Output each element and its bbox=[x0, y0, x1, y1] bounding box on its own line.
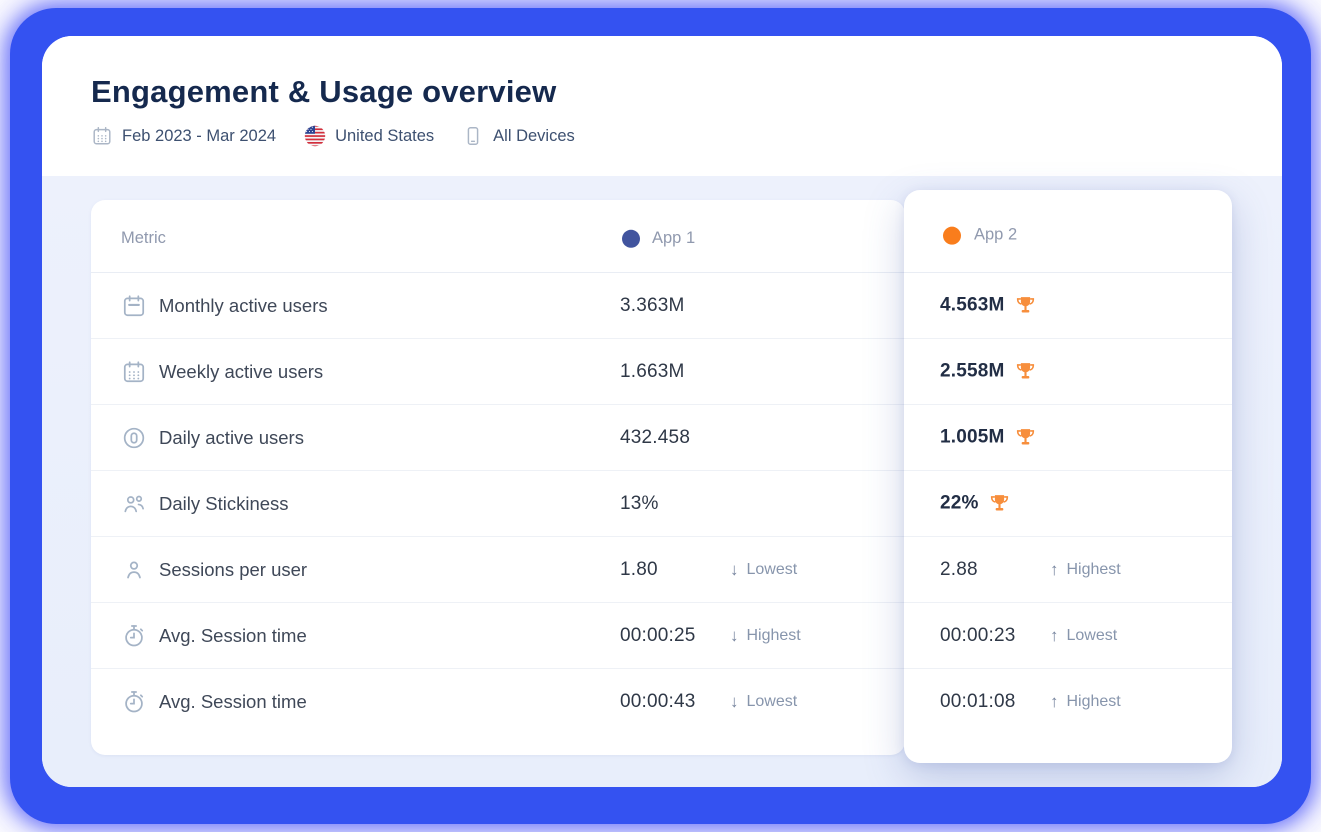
page-title: Engagement & Usage overview bbox=[91, 74, 557, 109]
rank-badge: ↑ Lowest bbox=[1050, 626, 1117, 646]
users-icon bbox=[121, 491, 147, 517]
table-row: 00:01:08 ↑ Highest bbox=[904, 669, 1232, 735]
rank-label: Highest bbox=[746, 626, 801, 644]
metric-label: Monthly active users bbox=[159, 294, 328, 316]
rank-badge: ↑ Highest bbox=[1050, 692, 1121, 712]
table-row: 2.558M bbox=[904, 339, 1232, 405]
metric-label: Daily active users bbox=[159, 426, 304, 448]
trophy-icon bbox=[1014, 360, 1037, 383]
calendar-month-icon bbox=[121, 293, 147, 319]
us-flag-icon bbox=[304, 125, 326, 147]
table-row: Avg. Session time 00:00:25 ↓ Highest bbox=[91, 603, 905, 669]
rank-label: Highest bbox=[1066, 693, 1121, 710]
rank-label: Highest bbox=[1066, 560, 1121, 578]
app2-value: 2.88 bbox=[940, 558, 978, 580]
report-header: Engagement & Usage overview bbox=[42, 36, 1282, 176]
metric-label: Daily Stickiness bbox=[159, 492, 289, 514]
app2-value: 22% bbox=[940, 492, 979, 514]
app2-value: 00:00:23 bbox=[940, 624, 1016, 646]
rank-label: Lowest bbox=[746, 560, 798, 578]
table-row: Monthly active users 3.363M bbox=[91, 273, 905, 339]
app2-value-cell: 2.88 bbox=[940, 559, 978, 581]
date-range-label: Feb 2023 - Mar 2024 bbox=[122, 126, 277, 145]
metric-rows: Monthly active users 3.363M Weekly active … bbox=[91, 273, 905, 735]
app1-label: App 1 bbox=[652, 228, 696, 247]
app2-header-row: App 2 bbox=[904, 190, 1232, 273]
metric-label: Weekly active users bbox=[159, 360, 324, 382]
rank-badge: ↓ Highest bbox=[730, 626, 801, 646]
app2-value-cell: 2.558M bbox=[940, 360, 1037, 383]
app1-value: 00:00:43 bbox=[620, 691, 696, 712]
report-filters: Feb 2023 - Mar 2024 bbox=[91, 125, 1282, 147]
metric-column-header: Metric bbox=[121, 228, 166, 247]
metrics-table: Metric App 1 Monthly active users 3.363M W… bbox=[91, 200, 905, 755]
table-row: Sessions per user 1.80 ↓ Lowest bbox=[91, 537, 905, 603]
rank-badge: ↓ Lowest bbox=[730, 560, 797, 580]
calendar-icon bbox=[91, 125, 113, 147]
table-row: Daily active users 432.458 bbox=[91, 405, 905, 471]
metric-label: Avg. Session time bbox=[159, 624, 307, 646]
mobile-device-icon bbox=[462, 125, 484, 147]
app1-value: 00:00:25 bbox=[620, 624, 696, 646]
rank-label: Lowest bbox=[746, 693, 798, 710]
app2-value-cell: 4.563M bbox=[940, 294, 1037, 317]
app2-column-header: App 2 bbox=[943, 226, 1017, 245]
user-icon bbox=[121, 557, 147, 583]
trophy-icon bbox=[1014, 294, 1037, 317]
app1-value: 13% bbox=[620, 492, 659, 514]
app1-value: 1.663M bbox=[620, 360, 685, 382]
metric-label: Sessions per user bbox=[159, 558, 308, 580]
metric-label: Avg. Session time bbox=[159, 691, 307, 712]
rank-label: Lowest bbox=[1066, 626, 1118, 644]
rank-badge: ↓ Lowest bbox=[730, 692, 797, 712]
app1-column-header: App 1 bbox=[622, 229, 695, 248]
table-row: Weekly active users 1.663M bbox=[91, 339, 905, 405]
app2-value-cell: 1.005M bbox=[940, 426, 1037, 449]
app1-value: 3.363M bbox=[620, 294, 685, 316]
report-body: Metric App 1 Monthly active users 3.363M W… bbox=[42, 176, 1282, 787]
arrow-up-icon: ↑ bbox=[1050, 559, 1059, 579]
trophy-icon bbox=[1014, 426, 1037, 449]
app2-rows: 4.563M 2.558M 1.005M 22% 2.88 ↑ Highest 00:0… bbox=[904, 273, 1232, 735]
table-row: 00:00:23 ↑ Lowest bbox=[904, 603, 1232, 669]
arrow-down-icon: ↓ bbox=[730, 625, 739, 645]
device-filter[interactable]: All Devices bbox=[462, 125, 575, 147]
app2-value-cell: 22% bbox=[940, 492, 1011, 515]
arrow-down-icon: ↓ bbox=[730, 692, 739, 711]
stopwatch-icon bbox=[121, 689, 147, 715]
table-row: 22% bbox=[904, 471, 1232, 537]
country-filter[interactable]: United States bbox=[304, 125, 434, 147]
date-range-filter[interactable]: Feb 2023 - Mar 2024 bbox=[91, 125, 276, 147]
table-row: Avg. Session time 00:00:43 ↓ Lowest bbox=[91, 669, 905, 735]
arrow-up-icon: ↑ bbox=[1050, 692, 1059, 711]
rank-badge: ↑ Highest bbox=[1050, 560, 1121, 580]
arrow-down-icon: ↓ bbox=[730, 559, 739, 579]
table-header-row: Metric App 1 bbox=[91, 200, 905, 273]
report-card: Engagement & Usage overview bbox=[42, 36, 1282, 787]
app2-label: App 2 bbox=[974, 225, 1018, 244]
app2-value-cell: 00:00:23 bbox=[940, 625, 1016, 647]
app2-value: 4.563M bbox=[940, 294, 1005, 316]
app2-value: 00:01:08 bbox=[940, 691, 1016, 712]
device-label: All Devices bbox=[493, 126, 575, 145]
calendar-week-icon bbox=[121, 359, 147, 385]
country-label: United States bbox=[335, 126, 435, 145]
app1-dot-icon bbox=[622, 229, 640, 248]
daily-user-icon bbox=[121, 425, 147, 451]
table-row: 1.005M bbox=[904, 405, 1232, 471]
table-row: 2.88 ↑ Highest bbox=[904, 537, 1232, 603]
table-row: 4.563M bbox=[904, 273, 1232, 339]
app2-value: 1.005M bbox=[940, 426, 1005, 448]
trophy-icon bbox=[988, 492, 1011, 515]
app1-value: 432.458 bbox=[620, 426, 691, 448]
app1-value: 1.80 bbox=[620, 558, 658, 580]
arrow-up-icon: ↑ bbox=[1050, 625, 1059, 645]
table-row: Daily Stickiness 13% bbox=[91, 471, 905, 537]
app2-dot-icon bbox=[943, 226, 961, 245]
app2-value-cell: 00:01:08 bbox=[940, 691, 1016, 713]
app2-value: 2.558M bbox=[940, 360, 1005, 382]
app2-column-card: App 2 4.563M 2.558M 1.005M 22% 2.88 ↑ Highes… bbox=[904, 190, 1232, 763]
stopwatch-icon bbox=[121, 623, 147, 649]
